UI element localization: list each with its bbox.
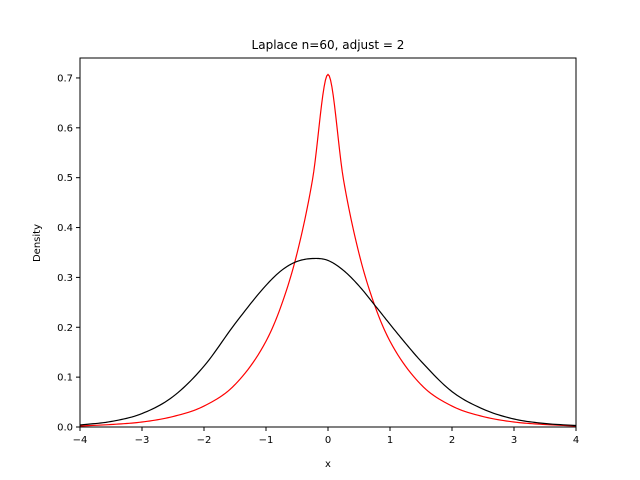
x-tick-label: 3 bbox=[511, 435, 517, 446]
x-tick-label: 4 bbox=[573, 435, 579, 446]
x-tick-label: −2 bbox=[197, 435, 212, 446]
y-tick-label: 0.3 bbox=[57, 273, 73, 284]
x-tick-label: 1 bbox=[387, 435, 393, 446]
y-tick-label: 0.0 bbox=[57, 423, 73, 434]
x-tick-label: 2 bbox=[449, 435, 455, 446]
plot-frame bbox=[79, 57, 577, 428]
series-line-2 bbox=[79, 257, 577, 427]
y-tick-label: 0.7 bbox=[57, 73, 73, 84]
y-tick-label: 0.2 bbox=[57, 323, 73, 334]
chart-title: Laplace n=60, adjust = 2 bbox=[252, 38, 405, 52]
x-tick-label: 0 bbox=[325, 435, 331, 446]
y-tick-label: 0.5 bbox=[57, 173, 73, 184]
x-axis-label: x bbox=[325, 459, 331, 470]
y-tick-label: 0.6 bbox=[57, 123, 73, 134]
ticks-layer: −4 −3 −2 −1 0 1 2 3 4 0.0 0.1 0.2 0.3 0.4 0.5 0.6 0.7 bbox=[57, 73, 579, 446]
series-line-1 bbox=[79, 73, 577, 427]
y-tick-label: 0.1 bbox=[57, 373, 73, 384]
series-layer bbox=[79, 73, 577, 427]
y-tick-label: 0.4 bbox=[57, 223, 73, 234]
x-tick-label: −3 bbox=[135, 435, 150, 446]
x-tick-label: −4 bbox=[73, 435, 88, 446]
y-axis-label: Density bbox=[32, 224, 43, 262]
x-tick-label: −1 bbox=[259, 435, 274, 446]
